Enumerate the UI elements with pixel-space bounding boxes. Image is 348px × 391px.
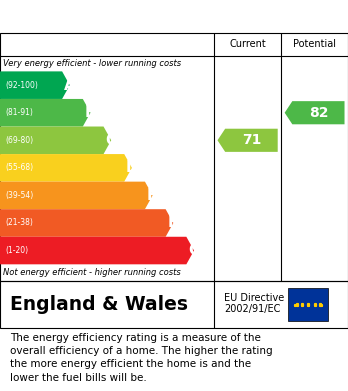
Polygon shape xyxy=(0,209,173,237)
Polygon shape xyxy=(0,127,111,154)
Polygon shape xyxy=(218,129,278,152)
Text: Current: Current xyxy=(229,39,266,49)
Polygon shape xyxy=(0,154,132,182)
Text: (39-54): (39-54) xyxy=(5,191,33,200)
Text: D: D xyxy=(126,160,139,175)
Text: EU Directive
2002/91/EC: EU Directive 2002/91/EC xyxy=(224,293,285,314)
Text: (69-80): (69-80) xyxy=(5,136,33,145)
Text: C: C xyxy=(105,133,116,148)
Text: (1-20): (1-20) xyxy=(5,246,28,255)
Text: (92-100): (92-100) xyxy=(5,81,38,90)
Text: The energy efficiency rating is a measure of the
overall efficiency of a home. T: The energy efficiency rating is a measur… xyxy=(10,333,273,383)
Text: E: E xyxy=(147,188,157,203)
Text: 71: 71 xyxy=(242,133,261,147)
Text: Potential: Potential xyxy=(293,39,336,49)
Text: F: F xyxy=(167,215,178,230)
Text: 82: 82 xyxy=(309,106,328,120)
Polygon shape xyxy=(0,72,70,99)
Polygon shape xyxy=(0,99,90,127)
Bar xyxy=(288,287,328,321)
Text: (55-68): (55-68) xyxy=(5,163,33,172)
Text: (81-91): (81-91) xyxy=(5,108,33,117)
Polygon shape xyxy=(0,237,194,264)
Text: Energy Efficiency Rating: Energy Efficiency Rating xyxy=(10,9,220,24)
Text: Very energy efficient - lower running costs: Very energy efficient - lower running co… xyxy=(3,59,182,68)
Text: A: A xyxy=(64,78,76,93)
Polygon shape xyxy=(285,101,345,124)
Text: (21-38): (21-38) xyxy=(5,219,33,228)
Text: B: B xyxy=(85,105,96,120)
Text: G: G xyxy=(188,243,200,258)
Polygon shape xyxy=(0,182,153,209)
Text: Not energy efficient - higher running costs: Not energy efficient - higher running co… xyxy=(3,269,181,278)
Text: England & Wales: England & Wales xyxy=(10,295,188,314)
